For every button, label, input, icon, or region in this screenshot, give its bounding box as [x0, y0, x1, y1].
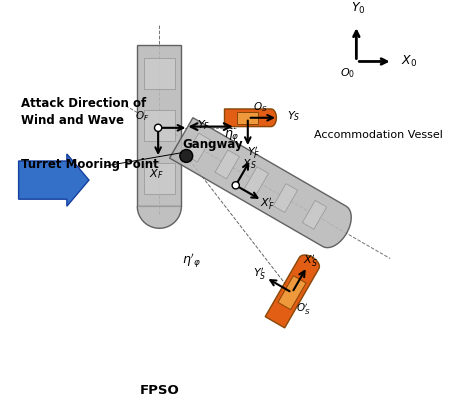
Polygon shape [186, 133, 210, 162]
Polygon shape [265, 255, 319, 328]
Text: $X_F'$: $X_F'$ [260, 196, 275, 212]
Text: $X_S'$: $X_S'$ [303, 253, 318, 269]
Polygon shape [137, 45, 182, 206]
Text: Accommodation Vessel: Accommodation Vessel [314, 130, 443, 140]
Text: $X_0$: $X_0$ [401, 54, 418, 69]
Text: $Y_0$: $Y_0$ [351, 1, 365, 17]
Text: $O_F$: $O_F$ [135, 109, 149, 123]
Circle shape [180, 149, 193, 162]
Text: $Y_S$: $Y_S$ [287, 109, 300, 123]
Text: $Y_S'$: $Y_S'$ [254, 266, 267, 282]
Text: Attack Direction of
Wind and Wave: Attack Direction of Wind and Wave [21, 97, 146, 127]
Polygon shape [225, 109, 276, 126]
Polygon shape [237, 112, 258, 124]
Polygon shape [244, 167, 268, 196]
Polygon shape [278, 276, 306, 310]
Text: $Y_F$: $Y_F$ [197, 119, 211, 132]
Text: Gangway: Gangway [182, 138, 243, 151]
Polygon shape [170, 118, 351, 248]
Text: $X_F$: $X_F$ [149, 167, 164, 181]
Text: $O_S'$: $O_S'$ [296, 302, 310, 317]
Text: $\eta_{\varphi}$: $\eta_{\varphi}$ [224, 129, 239, 144]
Polygon shape [137, 206, 182, 228]
Polygon shape [144, 58, 175, 89]
Text: $X_S$: $X_S$ [243, 157, 257, 171]
Polygon shape [273, 183, 298, 213]
Text: $O_S$: $O_S$ [253, 100, 267, 114]
Text: $O_0$: $O_0$ [340, 66, 355, 80]
Polygon shape [144, 110, 175, 141]
Text: Turret Mooring Point: Turret Mooring Point [21, 158, 158, 171]
Circle shape [232, 182, 239, 189]
Text: FPSO: FPSO [140, 384, 179, 397]
Polygon shape [144, 163, 175, 193]
FancyArrow shape [18, 154, 89, 206]
Text: $Y_F'$: $Y_F'$ [248, 146, 261, 161]
Polygon shape [215, 150, 239, 179]
Circle shape [154, 124, 162, 131]
Text: $\eta'_{\varphi}$: $\eta'_{\varphi}$ [182, 251, 201, 270]
Polygon shape [302, 201, 327, 229]
